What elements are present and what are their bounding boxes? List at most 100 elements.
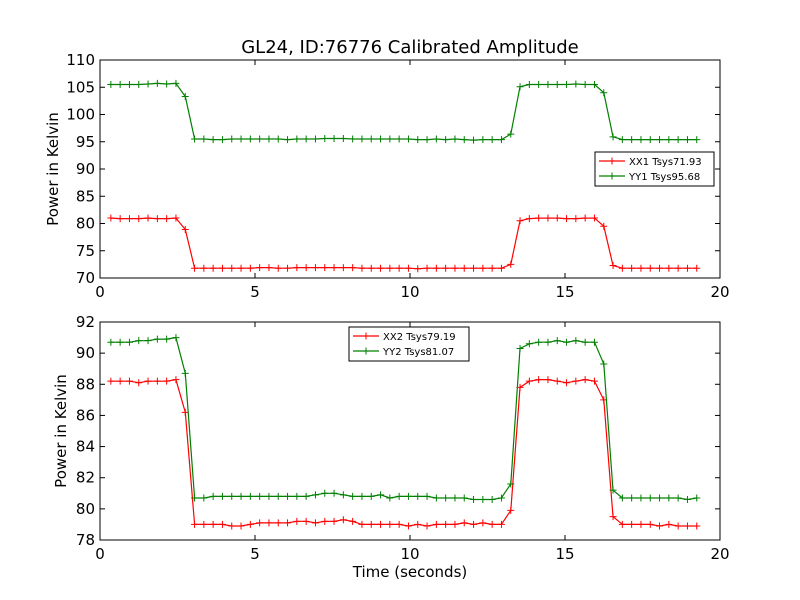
- data-point: [442, 520, 450, 528]
- legend: XX1 Tsys71.93 YY1 Tsys95.68: [594, 151, 715, 187]
- data-point: [674, 264, 682, 272]
- series-line-1-1: [110, 217, 697, 270]
- data-point: [228, 522, 236, 530]
- y-axis-label: Power in Kelvin: [44, 112, 62, 226]
- data-point: [311, 491, 319, 499]
- y-axis-label: Power in Kelvin: [52, 374, 70, 488]
- data-point: [163, 80, 171, 88]
- legend-box: [594, 151, 715, 187]
- data-point: [451, 494, 459, 502]
- x-tick-label: 10: [400, 283, 419, 301]
- data-point: [590, 338, 598, 346]
- data-point: [488, 496, 496, 504]
- data-point: [460, 494, 468, 502]
- data-point: [135, 337, 143, 345]
- data-point: [544, 338, 552, 346]
- y-tick-label: 110: [66, 51, 95, 69]
- data-point: [358, 135, 366, 143]
- data-point: [535, 214, 543, 222]
- data-point: [200, 520, 208, 528]
- data-point: [191, 494, 199, 502]
- legend-label: XX2 Tsys79.19: [383, 332, 456, 343]
- data-point: [451, 264, 459, 272]
- data-point: [144, 80, 152, 88]
- x-tick-label: 10: [400, 545, 419, 563]
- data-point: [479, 264, 487, 272]
- legend-marker: [362, 347, 370, 355]
- data-point: [488, 264, 496, 272]
- data-point: [497, 264, 505, 272]
- data-point: [311, 264, 319, 272]
- data-point: [218, 492, 226, 500]
- data-point: [265, 492, 273, 500]
- data-point: [656, 136, 664, 144]
- data-point: [358, 492, 366, 500]
- data-point: [135, 215, 143, 223]
- data-point: [321, 264, 329, 272]
- data-point: [293, 517, 301, 525]
- data-point: [116, 215, 124, 223]
- data-point: [349, 264, 357, 272]
- data-point: [107, 81, 115, 89]
- x-tick-label: 5: [250, 283, 260, 301]
- data-point: [293, 264, 301, 272]
- data-point: [339, 516, 347, 524]
- y-tick-label: 86: [76, 406, 95, 424]
- data-point: [153, 79, 161, 87]
- data-point: [507, 130, 515, 138]
- data-point: [339, 134, 347, 142]
- data-point: [683, 264, 691, 272]
- data-point: [321, 134, 329, 142]
- data-point: [572, 337, 580, 345]
- data-point: [200, 264, 208, 272]
- data-point: [330, 517, 338, 525]
- data-point: [507, 260, 515, 268]
- y-tick-label: 85: [76, 187, 95, 205]
- data-point: [377, 264, 385, 272]
- data-point: [284, 492, 292, 500]
- data-point: [367, 492, 375, 500]
- data-point: [265, 519, 273, 527]
- data-point: [153, 377, 161, 385]
- series-line-1-2: [110, 82, 697, 141]
- data-point: [163, 377, 171, 385]
- data-point: [497, 520, 505, 528]
- data-point: [246, 492, 254, 500]
- data-point: [153, 215, 161, 223]
- data-point: [628, 520, 636, 528]
- data-point: [488, 520, 496, 528]
- data-point: [302, 264, 310, 272]
- data-point: [693, 494, 701, 502]
- data-point: [525, 377, 533, 385]
- data-point: [479, 519, 487, 527]
- data-point: [544, 376, 552, 384]
- data-point: [609, 513, 617, 521]
- data-point: [367, 264, 375, 272]
- data-point: [470, 136, 478, 144]
- data-point: [367, 520, 375, 528]
- data-point: [451, 520, 459, 528]
- data-point: [293, 492, 301, 500]
- y-tick-label: 100: [66, 106, 95, 124]
- data-point: [665, 494, 673, 502]
- data-point: [656, 494, 664, 502]
- data-point: [125, 215, 133, 223]
- data-point: [237, 135, 245, 143]
- data-point: [563, 215, 571, 223]
- data-point: [191, 520, 199, 528]
- data-point: [497, 136, 505, 144]
- data-point: [200, 494, 208, 502]
- data-point: [209, 492, 217, 500]
- y-tick-label: 95: [76, 133, 95, 151]
- figure-title: GL24, ID:76776 Calibrated Amplitude: [241, 37, 579, 58]
- data-point: [544, 81, 552, 89]
- data-point: [163, 335, 171, 343]
- series-markers-1-2: [107, 79, 701, 144]
- data-point: [256, 135, 264, 143]
- data-point: [683, 496, 691, 504]
- data-point: [395, 264, 403, 272]
- data-point: [656, 264, 664, 272]
- data-point: [581, 214, 589, 222]
- data-point: [256, 492, 264, 500]
- data-point: [246, 520, 254, 528]
